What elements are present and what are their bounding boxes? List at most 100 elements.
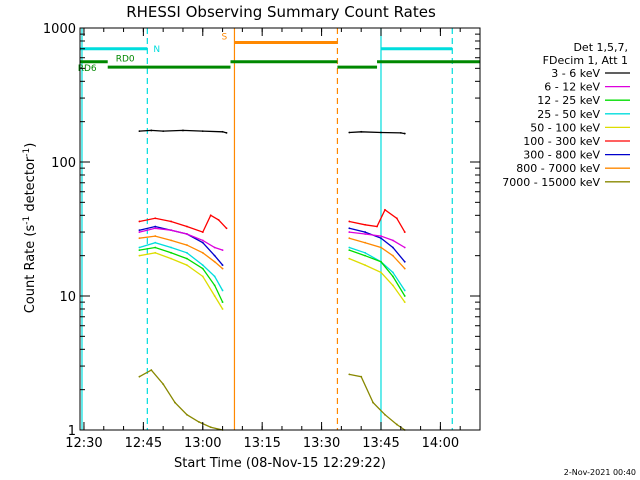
series-point-5-1-5 <box>403 231 406 233</box>
series-point-0-0-1 <box>150 129 153 132</box>
series-point-3-0-6 <box>221 289 224 292</box>
y-label-end: ) <box>23 143 38 148</box>
series-point-5-1-1 <box>364 223 367 226</box>
series-point-5-0-5 <box>209 214 212 217</box>
y-tick-label-1: 10 <box>59 290 76 305</box>
series-point-8-0-2 <box>162 383 165 386</box>
series-point-0-1-3 <box>399 131 402 134</box>
series-point-4-0-3 <box>186 264 188 267</box>
series-point-1-0-6 <box>221 249 224 252</box>
series-point-2-0-5 <box>213 284 216 287</box>
series-point-0-0-0 <box>138 130 141 133</box>
legend-label-7: 800 - 7000 keV <box>516 162 600 175</box>
legend-header-line2: FDecim 1, Att 1 <box>543 54 628 67</box>
legend-header-line1: Det 1,5,7, <box>573 41 628 54</box>
legend-label-0: 3 - 6 keV <box>551 67 600 80</box>
series-point-3-1-3 <box>391 271 394 274</box>
plot-area: N S RD0 RD6 12:30 12:45 13:00 13:15 13:30 13:45 14… <box>43 22 481 451</box>
y-tick-label-0: 1 <box>68 424 76 439</box>
series-point-8-0-0 <box>138 375 141 378</box>
series-line-8-seg-0 <box>139 369 223 431</box>
y-label-mid: detector <box>23 156 38 216</box>
series-point-4-0-4 <box>201 275 204 278</box>
series-line-2-seg-0 <box>139 246 224 303</box>
series-point-0-0-3 <box>182 129 184 132</box>
series-point-7-0-6 <box>221 267 224 270</box>
chart-title: RHESSI Observing Summary Count Rates <box>126 3 436 21</box>
series-point-2-0-1 <box>154 246 157 249</box>
series-point-2-1-0 <box>348 249 351 252</box>
series-point-7-0-2 <box>170 239 172 242</box>
y-label-sup1: -1 <box>22 216 32 225</box>
series-point-0-1-4 <box>403 132 406 135</box>
series-point-4-0-2 <box>170 257 172 260</box>
series-point-7-1-4 <box>403 267 406 270</box>
series-point-0-0-6 <box>225 131 228 134</box>
series-point-7-1-0 <box>348 237 351 240</box>
y-tick-label-3: 1000 <box>43 22 76 37</box>
series-point-8-1-2 <box>372 401 374 404</box>
series-point-4-0-5 <box>213 295 216 297</box>
plot-frame <box>79 27 481 431</box>
series-line-0-seg-1 <box>349 131 405 135</box>
series-point-5-0-1 <box>154 217 157 220</box>
x-tick-label-5: 13:45 <box>362 436 399 451</box>
series-point-1-1-3 <box>391 239 394 242</box>
flag-label-0: N <box>153 45 160 55</box>
series-point-8-1-0 <box>348 373 351 376</box>
x-tick-label-0: 12:30 <box>65 436 102 451</box>
legend-label-2: 12 - 25 keV <box>537 94 600 107</box>
series-point-2-0-2 <box>170 251 172 254</box>
series-point-0-0-5 <box>221 130 224 133</box>
series-point-7-1-2 <box>380 246 382 249</box>
series-point-3-0-5 <box>213 275 216 278</box>
series-point-7-0-3 <box>186 244 188 246</box>
series-point-1-0-5 <box>213 246 216 249</box>
series-point-8-0-3 <box>174 401 176 404</box>
series-point-5-0-7 <box>225 227 228 230</box>
x-tick-label-4: 13:30 <box>303 436 340 451</box>
y-label-sup2: -1 <box>22 148 32 157</box>
series-point-1-1-4 <box>403 246 406 249</box>
series-point-1-1-2 <box>380 235 382 237</box>
series-point-2-0-3 <box>186 257 188 260</box>
series-point-3-0-0 <box>138 246 141 249</box>
series-point-6-0-4 <box>201 241 204 244</box>
series-point-7-1-3 <box>391 254 394 257</box>
series-point-8-1-4 <box>395 423 398 426</box>
x-tick-label-6: 14:00 <box>422 436 459 451</box>
series-point-1-0-4 <box>201 239 204 242</box>
flag-label-4: RD6 <box>78 64 97 74</box>
series-line-2-seg-1 <box>349 249 406 297</box>
series-point-4-1-3 <box>391 284 394 287</box>
series-point-6-0-5 <box>213 254 216 257</box>
series-point-6-1-2 <box>380 237 382 240</box>
series-point-8-0-1 <box>150 369 153 371</box>
series-line-3-seg-1 <box>349 246 406 291</box>
series-point-0-1-1 <box>360 130 363 133</box>
series-point-5-1-0 <box>348 220 351 223</box>
series-line-1-seg-1 <box>349 231 406 249</box>
series-line-1-seg-0 <box>139 227 223 251</box>
y-tick-label-2: 100 <box>51 156 76 171</box>
series-point-4-1-2 <box>380 271 382 274</box>
series-point-6-0-0 <box>138 229 141 232</box>
y-label-main: Count Rate (s <box>23 225 38 314</box>
series-point-0-0-4 <box>201 130 204 133</box>
series-line-5-seg-0 <box>139 214 227 233</box>
legend-label-5: 100 - 300 keV <box>523 135 600 148</box>
series-point-2-1-1 <box>364 254 367 257</box>
series-point-3-0-1 <box>154 241 157 244</box>
footer-timestamp: 2-Nov-2021 00:40 <box>564 468 636 477</box>
series-point-3-1-4 <box>403 289 406 292</box>
series-point-3-0-4 <box>201 264 204 267</box>
series-point-0-1-0 <box>348 131 351 134</box>
x-tick-label-2: 13:00 <box>184 436 221 451</box>
x-tick-label-3: 13:15 <box>243 436 280 451</box>
flag-label-3: RD0 <box>116 55 135 65</box>
series-point-7-0-4 <box>201 251 204 254</box>
series-point-4-1-0 <box>348 257 351 260</box>
series-point-3-0-3 <box>186 251 188 254</box>
series-point-6-0-6 <box>221 264 224 267</box>
